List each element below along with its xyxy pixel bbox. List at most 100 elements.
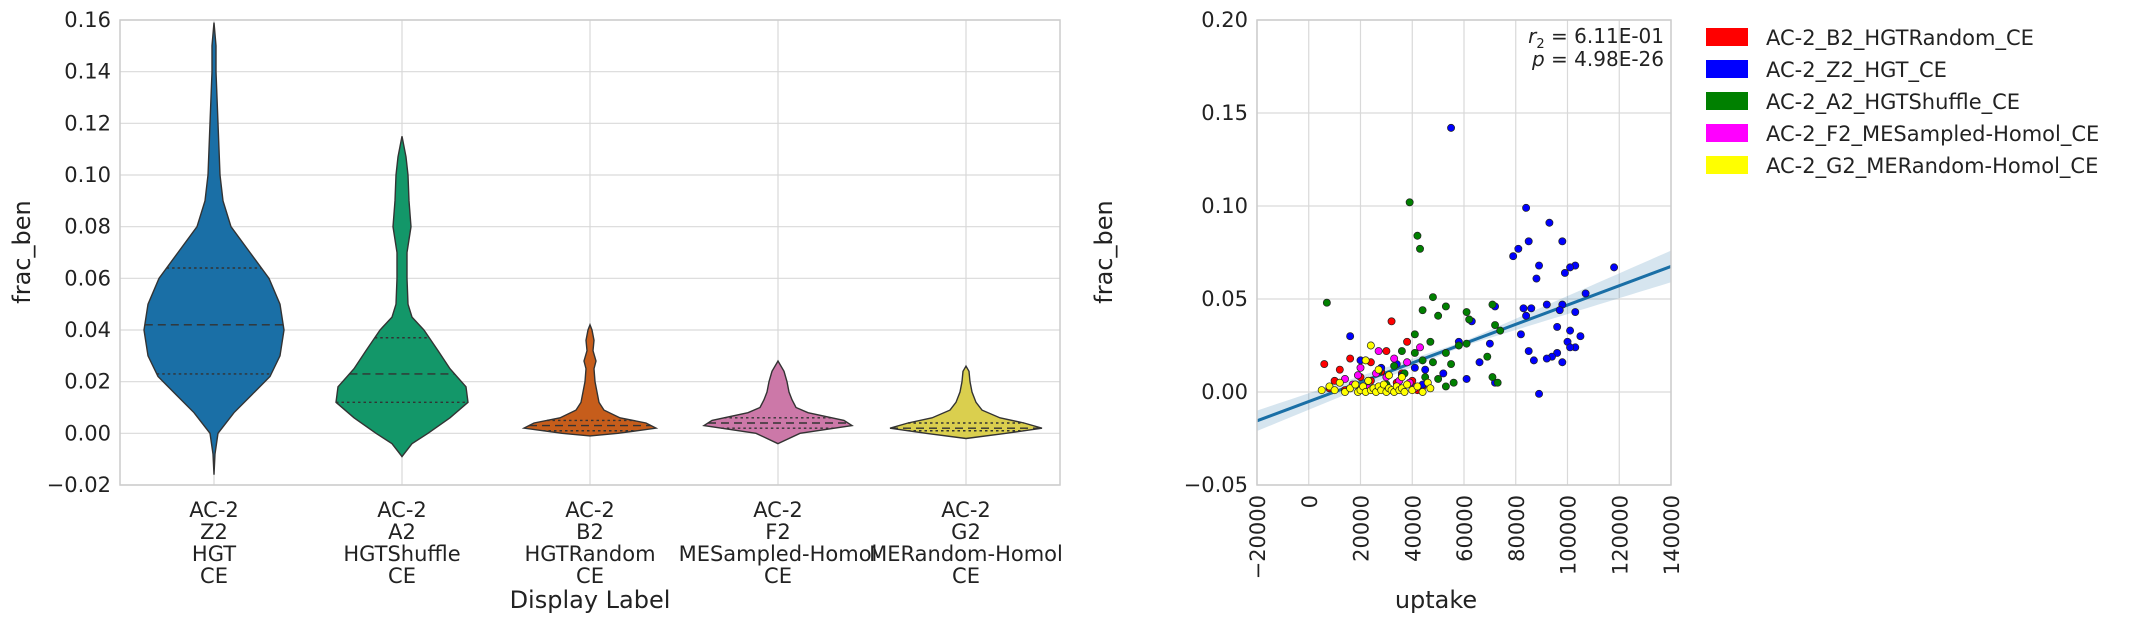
scatter-point xyxy=(1382,347,1391,356)
violin-y-tick: 0.04 xyxy=(64,318,111,342)
legend-label: AC-2_B2_HGTRandom_CE xyxy=(1766,26,2034,51)
scatter-point xyxy=(1356,363,1365,372)
scatter-point xyxy=(1475,358,1484,367)
scatter-plot-frame xyxy=(1256,19,1672,486)
scatter-y-tick: 0.00 xyxy=(1201,380,1248,404)
scatter-point xyxy=(1410,363,1419,372)
scatter-point xyxy=(1447,123,1456,132)
scatter-point xyxy=(1524,237,1533,246)
violin-x-tick: Z2 xyxy=(200,520,228,544)
scatter-point xyxy=(1535,261,1543,270)
scatter-point xyxy=(1462,375,1471,383)
violin-x-tick: CE xyxy=(952,564,980,588)
violin-x-tick: AC-2 xyxy=(565,498,615,522)
violin-x-tick: A2 xyxy=(388,520,416,544)
scatter-point xyxy=(1346,354,1355,363)
scatter-point xyxy=(1434,375,1443,383)
scatter-point xyxy=(1522,311,1531,320)
scatter-point xyxy=(1509,252,1518,261)
scatter-point xyxy=(1566,263,1575,272)
scatter-point xyxy=(1576,332,1585,341)
scatter-point xyxy=(1416,244,1424,253)
scatter-point xyxy=(1426,384,1435,393)
scatter-point xyxy=(1542,354,1551,363)
scatter-y-axis-label: frac_ben xyxy=(1090,200,1118,303)
legend-swatch xyxy=(1706,124,1748,142)
violin-x-tick: MERandom-Homol xyxy=(869,542,1063,566)
scatter-x-tick: 100000 xyxy=(1557,495,1581,575)
scatter-point xyxy=(1522,203,1531,212)
violin-y-tick: 0.12 xyxy=(64,111,111,135)
scatter-point xyxy=(1462,339,1471,348)
scatter-point xyxy=(1428,293,1437,302)
violin-chart: −0.02 0.00 0.02 0.04 0.06 0.08 0.10 0.12 0.14 0.1… xyxy=(8,8,1063,614)
scatter-chart: −0.05 0.00 0.05 0.10 0.15 0.20 −20000 0 20000 40… xyxy=(1090,8,1684,614)
r2-value: 6.11E-01 xyxy=(1574,24,1664,48)
legend-swatch xyxy=(1706,156,1748,174)
p-value: 4.98E-26 xyxy=(1574,47,1664,71)
scatter-y-tick: −0.05 xyxy=(1184,473,1248,497)
violin-x-tick: CE xyxy=(576,564,604,588)
violin-x-tick-labels: AC-2Z2HGTCEAC-2A2HGTShuffleCEAC-2B2HGTRa… xyxy=(189,498,1063,588)
scatter-point xyxy=(1532,274,1541,283)
regression-stats: r2 = 6.11E-01 p = 4.98E-26 xyxy=(1528,24,1664,71)
violin-y-tick: 0.16 xyxy=(64,8,111,32)
violin-x-tick: AC-2 xyxy=(753,498,803,522)
violin-y-tick: 0.14 xyxy=(64,60,111,84)
scatter-point xyxy=(1558,358,1567,367)
violin-x-tick: HGTRandom xyxy=(524,542,655,566)
scatter-point xyxy=(1493,378,1502,387)
violin-bodies xyxy=(143,22,1043,475)
scatter-point xyxy=(1454,341,1463,350)
scatter-point xyxy=(1320,360,1329,369)
scatter-point xyxy=(1397,373,1406,382)
scatter-point xyxy=(1413,382,1422,391)
violin-y-tick: 0.00 xyxy=(64,421,111,445)
scatter-x-axis-label: uptake xyxy=(1395,586,1477,614)
scatter-point xyxy=(1364,376,1373,385)
legend-label: AC-2_F2_MESampled-Homol_CE xyxy=(1766,122,2099,147)
scatter-point xyxy=(1516,330,1525,339)
scatter-point xyxy=(1351,380,1360,389)
violin-body xyxy=(335,136,469,458)
legend-swatch xyxy=(1706,92,1748,110)
scatter-point xyxy=(1322,298,1331,307)
scatter-x-tick: 0 xyxy=(1298,495,1322,508)
scatter-x-tick: 140000 xyxy=(1660,495,1684,575)
legend: AC-2_B2_HGTRandom_CE AC-2_Z2_HGT_CE AC-2_A… xyxy=(1706,26,2099,179)
scatter-point xyxy=(1335,378,1344,387)
legend-swatch xyxy=(1706,28,1748,46)
scatter-point xyxy=(1535,389,1543,398)
scatter-point xyxy=(1410,348,1419,357)
r2-stat: r2 = 6.11E-01 xyxy=(1528,24,1664,52)
p-stat: p = 4.98E-26 xyxy=(1531,47,1664,71)
violin-x-tick: CE xyxy=(388,564,416,588)
violin-x-tick: CE xyxy=(200,564,228,588)
scatter-point xyxy=(1483,352,1492,361)
scatter-point xyxy=(1491,321,1500,329)
legend-entry: AC-2_Z2_HGT_CE xyxy=(1706,58,1947,83)
violin-y-tick-labels: −0.02 0.00 0.02 0.04 0.06 0.08 0.10 0.12 0.14 0.1… xyxy=(47,8,111,497)
scatter-point xyxy=(1346,332,1355,341)
violin-y-tick: −0.02 xyxy=(47,473,111,497)
scatter-x-tick: 20000 xyxy=(1350,495,1374,562)
scatter-y-tick: 0.15 xyxy=(1201,101,1248,125)
scatter-point xyxy=(1560,269,1569,277)
legend-label: AC-2_G2_MERandom-Homol_CE xyxy=(1766,154,2098,179)
scatter-point xyxy=(1426,337,1435,346)
violin-y-axis-label: frac_ben xyxy=(8,200,36,303)
scatter-point xyxy=(1374,365,1383,374)
scatter-point xyxy=(1397,347,1406,356)
violin-x-tick: CE xyxy=(764,564,792,588)
scatter-point xyxy=(1542,300,1551,309)
scatter-point xyxy=(1413,231,1422,240)
violin-x-tick: HGTShuffle xyxy=(343,542,460,566)
scatter-point xyxy=(1610,263,1619,272)
scatter-point xyxy=(1390,362,1399,370)
violin-y-tick: 0.10 xyxy=(64,163,111,187)
legend-swatch xyxy=(1706,60,1748,78)
scatter-point xyxy=(1449,378,1458,387)
violin-x-tick: G2 xyxy=(951,520,981,544)
violin-y-tick: 0.08 xyxy=(64,215,111,239)
